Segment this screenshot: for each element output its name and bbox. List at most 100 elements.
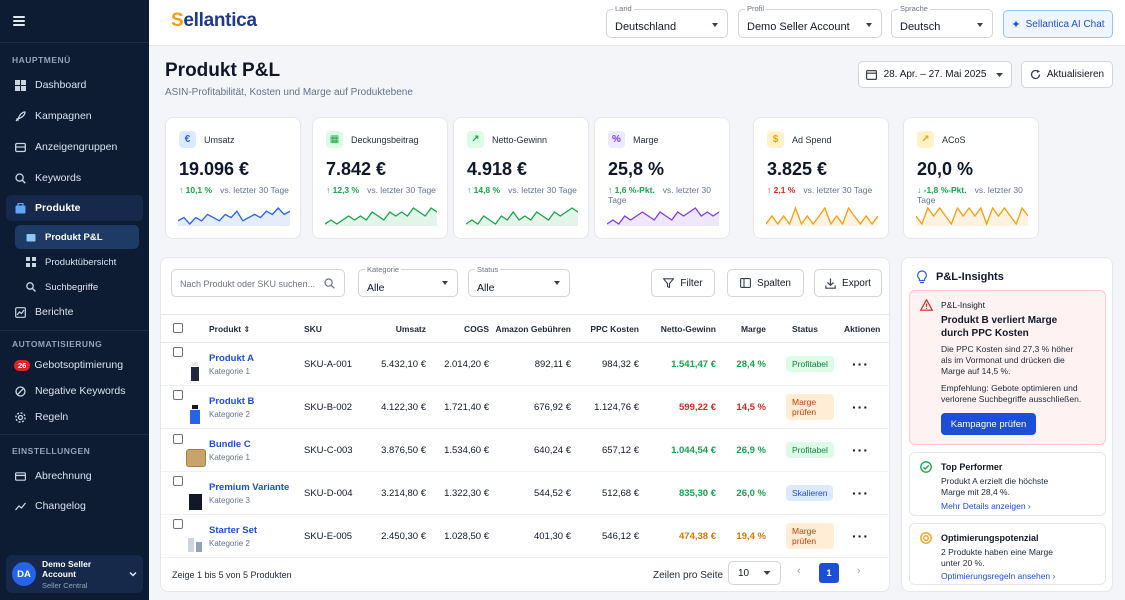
table-row[interactable]: Premium Variante Kategorie 3 SKU-D-004 3.21… xyxy=(161,471,890,515)
more-actions-icon[interactable]: ··· xyxy=(852,399,869,415)
kpi-icon: € xyxy=(179,131,196,148)
row-checkbox[interactable] xyxy=(173,433,183,444)
col-amazon-fees[interactable]: Amazon Gebühren xyxy=(495,314,577,343)
table-row[interactable]: Starter Set Kategorie 2 SKU-E-005 2.450,30 … xyxy=(161,514,890,558)
check-circle-icon xyxy=(920,461,932,473)
prev-page-button[interactable]: ‹ xyxy=(797,565,801,577)
more-actions-icon[interactable]: ··· xyxy=(852,528,869,544)
status-value: Alle xyxy=(477,282,495,294)
sidebar-divider xyxy=(0,434,149,435)
col-sku[interactable]: SKU xyxy=(304,314,362,343)
account-switcher[interactable]: DA Demo Seller Account Seller Central xyxy=(6,555,143,593)
table-row[interactable]: Produkt B Kategorie 2 SKU-B-002 4.122,30 €1… xyxy=(161,385,890,429)
menu-icon[interactable] xyxy=(13,16,25,26)
rows-per-page-label: Zeilen pro Seite xyxy=(653,570,724,581)
page-1-button[interactable]: 1 xyxy=(819,563,839,583)
more-actions-icon[interactable]: ··· xyxy=(852,356,869,372)
sku-cell: SKU-B-002 xyxy=(304,385,362,429)
insight-body-2: als im Vormonat und drücken die xyxy=(941,355,1065,365)
columns-button[interactable]: Spalten xyxy=(727,269,804,297)
review-campaign-button[interactable]: Kampagne prüfen xyxy=(941,413,1036,435)
row-checkbox[interactable] xyxy=(173,518,183,529)
account-type: Seller Central xyxy=(42,580,88,590)
product-category: Kategorie 2 xyxy=(209,538,250,548)
col-cogs[interactable]: COGS xyxy=(432,314,495,343)
search-icon xyxy=(25,282,36,293)
next-page-button[interactable]: › xyxy=(857,565,861,577)
profil-label: Profil xyxy=(745,4,767,13)
top-performer-link[interactable]: Mehr Details anzeigen › xyxy=(941,501,1031,511)
row-checkbox[interactable] xyxy=(173,475,183,486)
col-marge[interactable]: Marge xyxy=(722,314,772,343)
kategorie-select[interactable]: Kategorie Alle xyxy=(358,265,458,297)
sidebar-item-dashboard[interactable]: Dashboard xyxy=(6,72,143,98)
rows-per-page-select[interactable]: 10 xyxy=(728,561,781,585)
more-actions-icon[interactable]: ··· xyxy=(852,442,869,458)
select-all-checkbox[interactable] xyxy=(173,322,183,333)
col-profit[interactable]: Netto-Gewinn xyxy=(645,314,722,343)
chevron-down-icon xyxy=(129,571,137,577)
status-select[interactable]: Status Alle xyxy=(468,265,570,297)
sidebar-item-negative-keywords[interactable]: Negative Keywords xyxy=(6,378,143,404)
sparkline-area xyxy=(916,208,1028,226)
sidebar-item-regeln[interactable]: Regeln xyxy=(6,404,143,430)
table-row[interactable]: Produkt A Kategorie 1 SKU-A-001 5.432,10 €2… xyxy=(161,342,890,386)
filter-label: Filter xyxy=(680,277,703,289)
sidebar-divider xyxy=(0,330,149,331)
col-produkt[interactable]: Produkt ⇕ xyxy=(209,314,304,343)
product-name-link[interactable]: Produkt A xyxy=(209,352,255,364)
row-checkbox[interactable] xyxy=(173,389,183,400)
sku-cell: SKU-D-004 xyxy=(304,471,362,515)
sidebar-item-berichte[interactable]: Berichte xyxy=(6,299,143,325)
export-button[interactable]: Export xyxy=(814,269,882,297)
insight-recommendation-1: Empfehlung: Gebote optimieren und xyxy=(941,383,1078,393)
block-icon xyxy=(14,385,26,397)
table-row[interactable]: Bundle C Kategorie 1 SKU-C-003 3.876,50 €1.… xyxy=(161,428,890,472)
profil-select[interactable]: Profil Demo Seller Account xyxy=(738,4,882,38)
chevron-down-icon xyxy=(977,23,983,27)
land-value: Deutschland xyxy=(615,21,677,33)
actions-cell: ··· xyxy=(834,471,890,515)
row-select-cell xyxy=(161,428,209,472)
profit-cell: 1.044,54 € xyxy=(645,428,722,472)
more-actions-icon[interactable]: ··· xyxy=(852,485,869,501)
product-name-link[interactable]: Starter Set xyxy=(209,524,258,536)
sidebar-item-produkt-pl[interactable]: Produkt P&L xyxy=(15,225,139,249)
land-select[interactable]: Land Deutschland xyxy=(606,4,728,38)
product-image xyxy=(186,531,204,554)
product-name-link[interactable]: Bundle C xyxy=(209,438,251,450)
search-input[interactable]: Nach Produkt oder SKU suchen... xyxy=(171,269,345,297)
ai-chat-button[interactable]: ✦ Sellantica AI Chat xyxy=(1003,10,1113,38)
kpi-sparkline xyxy=(466,207,578,226)
sidebar-item-changelog[interactable]: Changelog xyxy=(6,493,143,519)
product-image xyxy=(186,402,204,425)
sparkline-area xyxy=(466,208,578,226)
profit-cell: 599,22 € xyxy=(645,385,722,429)
date-range-picker[interactable]: 28. Apr. – 27. Mai 2025 xyxy=(858,61,1012,88)
sidebar-item-gebotsoptimierung[interactable]: 26 Gebotsoptimierung xyxy=(6,352,143,378)
col-status[interactable]: Status xyxy=(772,314,834,343)
sidebar-item-produkte[interactable]: Produkte xyxy=(6,195,143,221)
row-checkbox[interactable] xyxy=(173,346,183,357)
sidebar-item-keywords[interactable]: Keywords xyxy=(6,165,143,191)
sort-icon[interactable]: ⇕ xyxy=(243,324,251,334)
product-name-link[interactable]: Produkt B xyxy=(209,395,255,407)
credit-card-icon xyxy=(14,470,26,482)
product-category: Kategorie 1 xyxy=(209,366,250,376)
sprache-select[interactable]: Sprache Deutsch xyxy=(891,4,993,38)
product-name-link[interactable]: Premium Variante xyxy=(209,481,290,493)
refresh-button[interactable]: Aktualisieren xyxy=(1021,61,1113,88)
filter-button[interactable]: Filter xyxy=(651,269,715,297)
sidebar-item-produktuebersicht[interactable]: Produktübersicht xyxy=(15,250,139,274)
optimization-link[interactable]: Optimierungsregeln ansehen › xyxy=(941,571,1056,581)
col-ppc[interactable]: PPC Kosten xyxy=(577,314,645,343)
chevron-down-icon xyxy=(442,281,448,285)
kpi-icon: % xyxy=(608,131,625,148)
sidebar-item-suchbegriffe[interactable]: Suchbegriffe xyxy=(15,275,139,299)
kpi-comparison: vs. letzter 30 Tage xyxy=(917,185,1023,205)
col-umsatz[interactable]: Umsatz xyxy=(362,314,432,343)
kpi-comparison: vs. letzter 30 Tage xyxy=(508,185,577,195)
sidebar-item-abrechnung[interactable]: Abrechnung xyxy=(6,463,143,489)
sidebar-item-anzeigengruppen[interactable]: Anzeigengruppen xyxy=(6,134,143,160)
sidebar-item-kampagnen[interactable]: Kampagnen xyxy=(6,103,143,129)
